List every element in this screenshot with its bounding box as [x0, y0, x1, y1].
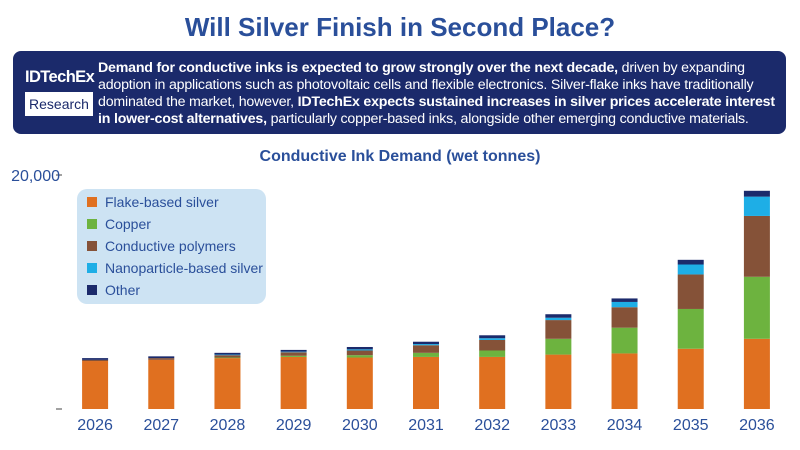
banner-text-bold-1: Demand for conductive inks is expected t… [98, 60, 618, 76]
bar-segment-conductive-polymers [280, 352, 307, 356]
x-tick-label: 2033 [541, 417, 577, 434]
bar-segment-conductive-polymers [743, 215, 770, 277]
bar-segment-copper [743, 276, 770, 339]
bar-segment-conductive-polymers [611, 307, 638, 328]
legend-label: Flake-based silver [105, 194, 219, 210]
bar-segment-flake-based-silver [413, 356, 439, 409]
bar-segment-flake-based-silver [346, 357, 373, 409]
bar-segment-flake-based-silver [743, 338, 770, 409]
bar-segment-conductive-polymers [214, 355, 241, 358]
bar-segment-flake-based-silver [214, 358, 241, 409]
x-tick-label: 2035 [673, 417, 709, 434]
bar-segment-nanoparticle-based-silver [479, 338, 506, 340]
bar-segment-other [214, 352, 241, 355]
bar-segment-conductive-polymers [82, 359, 109, 362]
x-tick-label: 2026 [77, 417, 113, 434]
bar-segment-flake-based-silver [82, 361, 109, 409]
chart-title: Conductive Ink Demand (wet tonnes) [259, 148, 541, 165]
banner-text-regular-2: particularly copper-based inks, alongsid… [266, 111, 749, 127]
bar-segment-conductive-polymers [677, 274, 704, 309]
idtechex-logo: IDTechEx Research [25, 64, 95, 120]
y-tick-label: 20,000 [11, 168, 60, 185]
bar-segment-nanoparticle-based-silver [280, 351, 307, 353]
legend-item: Other [87, 280, 140, 300]
x-tick-label: 2027 [143, 417, 179, 434]
legend-item: Nanoparticle-based silver [87, 258, 263, 278]
x-tick-label: 2034 [607, 417, 643, 434]
bar-segment-other [148, 356, 175, 359]
bar-segment-copper [611, 327, 638, 354]
x-tick-label: 2031 [408, 417, 444, 434]
legend-item: Conductive polymers [87, 236, 236, 256]
legend-swatch [87, 241, 97, 251]
bar-segment-flake-based-silver [479, 356, 506, 409]
page-title: Will Silver Finish in Second Place? [184, 12, 616, 42]
bar-segment-copper [545, 338, 572, 355]
logo-wordmark: IDTechEx [25, 68, 95, 86]
bar-segment-flake-based-silver [677, 348, 704, 409]
bar-segment-flake-based-silver [148, 359, 175, 409]
legend-swatch [87, 285, 97, 295]
bar-segment-other [611, 298, 638, 302]
legend-item: Flake-based silver [87, 192, 219, 212]
bar-segment-nanoparticle-based-silver [611, 301, 638, 308]
bar-segment-other [346, 346, 373, 350]
bar-segment-copper [214, 357, 241, 359]
bar-segment-other [413, 341, 439, 345]
bar-segment-flake-based-silver [611, 353, 638, 409]
bar-segment-copper [280, 355, 307, 357]
bar-segment-conductive-polymers [545, 320, 572, 339]
bar-segment-nanoparticle-based-silver [346, 349, 373, 351]
legend-swatch [87, 219, 97, 229]
x-tick-label: 2029 [276, 417, 312, 434]
bar-segment-copper [413, 352, 439, 357]
bar-segment-other [280, 349, 307, 352]
bar-segment-nanoparticle-based-silver [677, 264, 704, 275]
bar-segment-conductive-polymers [413, 345, 439, 353]
legend-swatch [87, 197, 97, 207]
legend-label: Conductive polymers [105, 238, 236, 254]
banner-text-regular-1: driven by expanding adoption in applicat… [98, 60, 754, 110]
bar-segment-conductive-polymers [346, 350, 373, 356]
bar-segment-nanoparticle-based-silver [743, 196, 770, 216]
banner-text: Demand for conductive inks is expected t… [98, 60, 781, 128]
summary-banner: IDTechEx Research Demand for conductive … [13, 51, 786, 134]
bar-segment-nanoparticle-based-silver [413, 344, 439, 346]
logo-subtitle: Research [25, 92, 93, 116]
legend-swatch [87, 263, 97, 273]
bar-segment-other [545, 314, 572, 318]
banner-text-bold-2: IDTechEx expects sustained increases in … [98, 94, 775, 127]
bar-segment-other [479, 335, 506, 339]
bar-segment-other [82, 358, 109, 360]
x-tick-label: 2032 [474, 417, 510, 434]
bar-segment-other [677, 259, 704, 265]
bar-segment-copper [677, 308, 704, 349]
bar-segment-nanoparticle-based-silver [214, 354, 241, 356]
legend-item: Copper [87, 214, 151, 234]
x-tick-label: 2030 [342, 417, 378, 434]
bar-segment-other [743, 190, 770, 197]
bar-segment-nanoparticle-based-silver [545, 317, 572, 321]
legend-label: Other [105, 282, 141, 298]
bar-segment-conductive-polymers [148, 358, 175, 360]
bar-segment-copper [479, 350, 506, 357]
x-tick-label: 2028 [210, 417, 246, 434]
bar-segment-flake-based-silver [545, 354, 572, 409]
bar-segment-flake-based-silver [280, 356, 307, 409]
legend-label: Copper [105, 216, 151, 232]
x-tick-label: 2036 [739, 417, 775, 434]
bar-segment-copper [346, 355, 373, 358]
bar-segment-conductive-polymers [479, 339, 506, 351]
legend-label: Nanoparticle-based silver [105, 260, 263, 276]
chart-legend: Flake-based silver Copper Conductive polym… [77, 189, 266, 304]
